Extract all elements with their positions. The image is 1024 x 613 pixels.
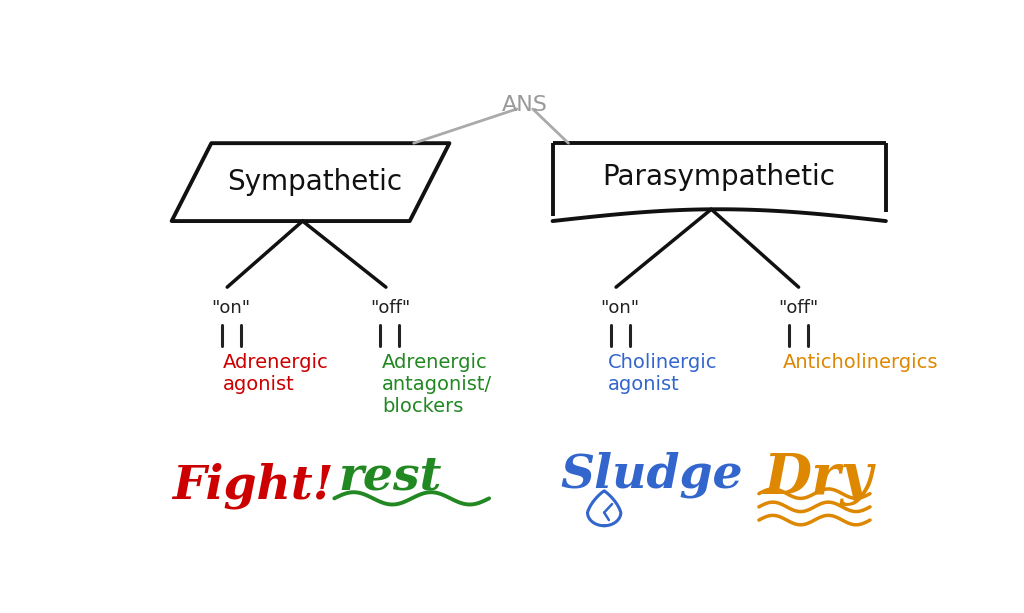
Text: Dry: Dry [763,451,872,506]
Text: Parasympathetic: Parasympathetic [603,164,836,191]
Text: ANS: ANS [502,95,548,115]
Text: Adrenergic
antagonist/
blockers: Adrenergic antagonist/ blockers [382,353,493,416]
Text: Sympathetic: Sympathetic [227,168,402,196]
Text: Anticholinergics: Anticholinergics [782,353,938,372]
Text: Cholinergic
agonist: Cholinergic agonist [608,353,718,394]
Text: "on": "on" [212,299,251,317]
Text: rest: rest [338,454,441,500]
Text: "off": "off" [778,299,819,317]
Text: Fight!: Fight! [172,463,333,509]
Text: "off": "off" [370,299,410,317]
Text: Adrenergic
agonist: Adrenergic agonist [223,353,329,394]
Text: Sludge: Sludge [560,451,743,498]
Text: "on": "on" [600,299,640,317]
